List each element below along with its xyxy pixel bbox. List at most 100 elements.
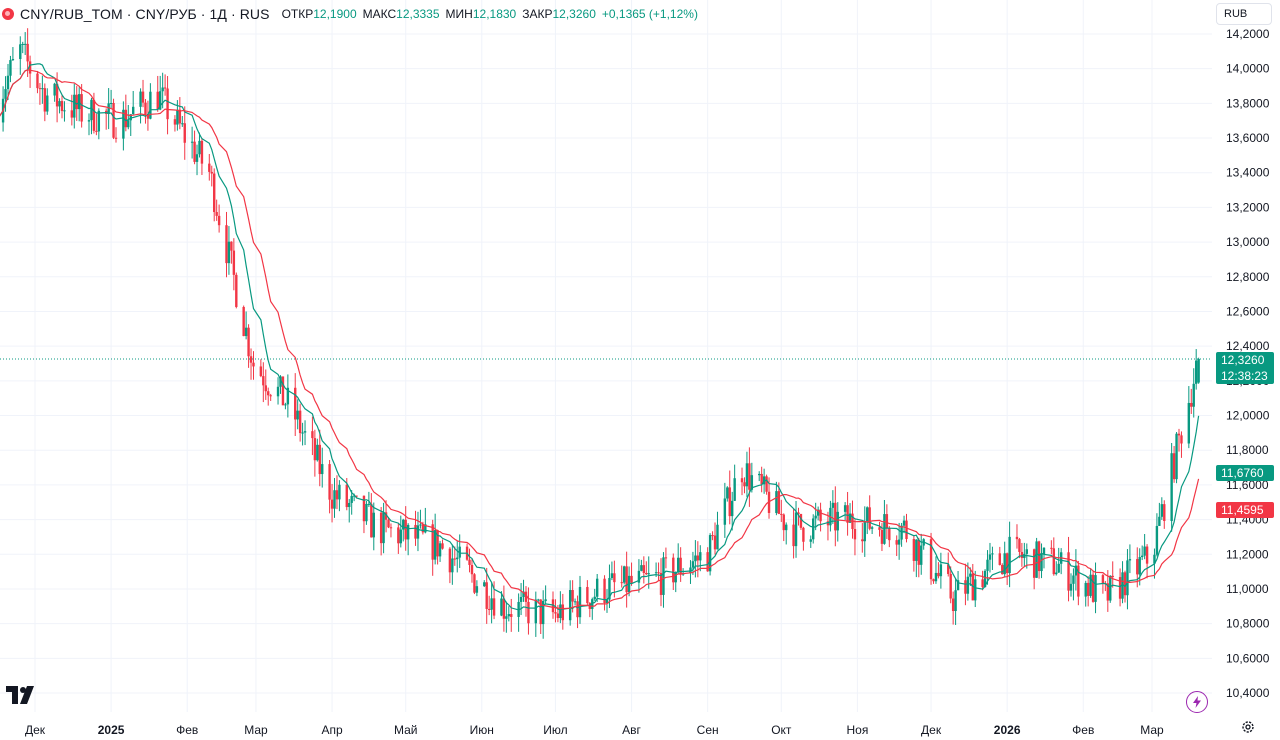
candle	[1035, 537, 1038, 578]
candle	[605, 589, 609, 613]
candle	[28, 55, 32, 88]
candle	[765, 474, 768, 495]
lightning-bolt-icon[interactable]	[1186, 691, 1208, 713]
candle	[402, 518, 405, 542]
candle	[217, 204, 221, 233]
candle	[335, 475, 339, 510]
symbol-title[interactable]: CNY/RUB_TOM · CNY/РУБ · 1Д · RUS	[20, 6, 270, 22]
candle	[242, 305, 245, 337]
candle	[173, 115, 177, 132]
candle	[131, 90, 135, 115]
candle	[144, 99, 147, 124]
candle	[1018, 537, 1021, 559]
candle	[124, 94, 128, 132]
candle	[1158, 502, 1161, 526]
candle	[895, 535, 898, 557]
candle	[510, 598, 513, 632]
gear-icon[interactable]	[1240, 719, 1256, 735]
candle	[733, 464, 736, 502]
currency-button[interactable]: RUB	[1216, 3, 1272, 25]
candle	[303, 420, 307, 446]
candle	[586, 580, 589, 606]
candle	[1072, 568, 1075, 601]
candle	[760, 466, 763, 493]
candle	[699, 545, 702, 572]
candle	[483, 580, 486, 588]
candle	[284, 402, 287, 410]
candle	[846, 491, 849, 536]
change-value: +0,1365 (+1,12%)	[601, 7, 698, 21]
candle	[524, 586, 528, 617]
candle	[73, 83, 76, 129]
candle	[159, 75, 162, 111]
candle	[1055, 561, 1058, 576]
candle	[286, 374, 290, 418]
candle	[183, 106, 186, 160]
y-tick-label: 11,8000	[1226, 443, 1269, 457]
candle	[1136, 547, 1139, 588]
candle	[193, 130, 196, 165]
candle	[1089, 568, 1092, 598]
candle	[348, 498, 351, 523]
candle	[836, 502, 839, 542]
candle	[868, 495, 871, 531]
candle	[932, 578, 935, 584]
candle	[748, 447, 751, 507]
candle	[971, 563, 974, 601]
candle	[372, 502, 375, 551]
candle	[527, 587, 530, 635]
candle	[379, 507, 383, 556]
candle	[163, 74, 167, 96]
candle	[630, 562, 633, 586]
candle	[281, 376, 285, 406]
y-tick-label: 13,0000	[1226, 235, 1270, 249]
candle	[809, 535, 812, 548]
candle	[1037, 540, 1041, 579]
candle	[797, 507, 800, 526]
candle	[1104, 580, 1107, 592]
y-tick-label: 13,4000	[1226, 166, 1270, 180]
candle	[676, 543, 680, 574]
tradingview-logo-icon[interactable]	[6, 686, 38, 704]
candle	[53, 82, 56, 102]
y-tick-label: 14,0000	[1226, 62, 1270, 76]
candle	[912, 535, 916, 572]
candle	[689, 560, 692, 584]
candle	[1194, 349, 1198, 390]
countdown-value: 12:38:23	[1221, 369, 1268, 383]
candle	[1143, 534, 1146, 560]
candle	[502, 585, 506, 632]
candle	[1077, 560, 1080, 606]
candle	[200, 138, 204, 175]
candle	[812, 514, 815, 544]
candle	[1106, 570, 1110, 612]
candle	[1084, 580, 1087, 607]
candle	[1032, 548, 1036, 590]
candle	[298, 403, 302, 442]
candle	[1140, 545, 1144, 561]
candle	[1128, 544, 1132, 574]
candle	[696, 541, 700, 578]
candle	[316, 438, 319, 462]
candle	[1086, 576, 1090, 607]
candle	[625, 551, 628, 608]
candle	[554, 599, 557, 623]
y-tick-label: 14,2000	[1226, 27, 1270, 41]
candle	[485, 567, 488, 624]
candle	[1197, 357, 1200, 384]
candle	[213, 168, 216, 222]
candle	[38, 83, 42, 105]
candle	[490, 582, 493, 624]
candle	[915, 539, 918, 578]
candle	[267, 387, 270, 406]
candle	[937, 562, 940, 579]
candle	[593, 588, 596, 601]
candle	[861, 523, 864, 553]
candle	[785, 522, 788, 545]
y-tick-label: 11,0000	[1226, 582, 1269, 596]
candle	[591, 597, 594, 620]
candle	[792, 508, 795, 559]
candle	[659, 558, 663, 607]
candle	[419, 509, 422, 529]
